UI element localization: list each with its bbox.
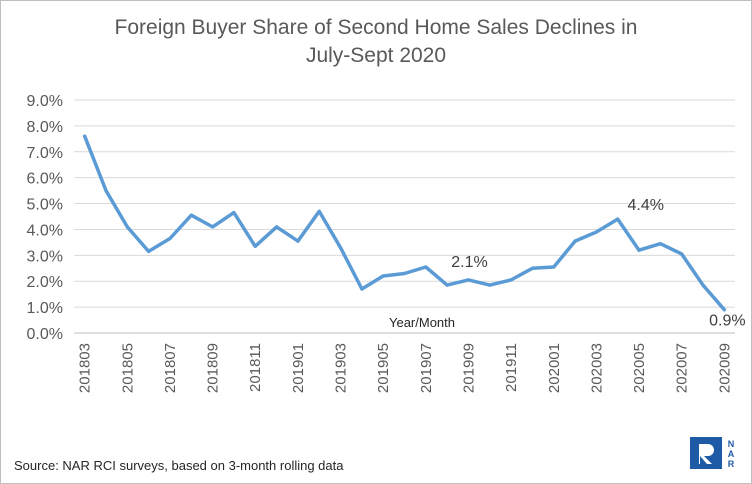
y-tick-label: 4.0% (27, 222, 63, 239)
x-tick-label: 201805 (119, 343, 136, 393)
data-point (680, 252, 684, 256)
data-point (637, 248, 641, 252)
data-label: 0.9% (709, 313, 745, 330)
chart-title-line-1: Foreign Buyer Share of Second Home Sales… (114, 16, 638, 39)
data-point (445, 283, 449, 287)
data-point (253, 244, 257, 248)
x-tick-label: 202007 (674, 343, 691, 393)
y-tick-label: 1.0% (27, 300, 63, 317)
x-tick-label: 202001 (546, 343, 563, 393)
data-point (722, 308, 726, 312)
x-tick-label: 201901 (290, 343, 307, 393)
svg-text:R: R (728, 459, 735, 469)
data-point (424, 265, 428, 269)
data-point (274, 225, 279, 229)
data-point (104, 189, 108, 193)
data-point (594, 230, 599, 234)
data-point (210, 225, 215, 229)
nar-logo: N A R (690, 437, 735, 469)
x-tick-label: 201807 (162, 343, 179, 393)
data-label: 4.4% (627, 197, 663, 214)
data-annotations: 2.1% 4.4% 0.9% (451, 197, 745, 330)
data-point (509, 278, 513, 282)
data-point (317, 209, 321, 213)
data-point (83, 134, 87, 138)
data-point (296, 239, 300, 243)
chart-title-line-2: July-Sept 2020 (305, 44, 447, 67)
data-point (658, 242, 662, 246)
data-point (701, 283, 705, 287)
data-point (466, 278, 471, 282)
data-point (381, 274, 385, 278)
x-tick-label: 201905 (375, 343, 392, 393)
x-tick-label: 201803 (77, 343, 94, 393)
x-tick-label: 201809 (205, 343, 222, 393)
x-tick-label: 201811 (247, 343, 264, 392)
x-axis-tick-labels: 201803 201805 201807 201809 201811 201901 2019… (77, 343, 734, 393)
y-tick-label: 0.0% (27, 326, 63, 343)
series-foreign-buyer-share (82, 134, 727, 312)
data-point (232, 211, 236, 215)
data-point (552, 265, 556, 269)
y-axis-tick-labels: 0.0% 1.0% 2.0% 3.0% 4.0% 5.0% 6.0% 7.0% 8.0% 9.0% (27, 93, 63, 343)
y-tick-label: 5.0% (27, 197, 63, 214)
data-point (189, 213, 193, 217)
data-point (168, 236, 172, 241)
y-tick-label: 9.0% (27, 93, 63, 110)
data-point (360, 287, 364, 291)
data-point (573, 239, 577, 243)
data-point (402, 271, 407, 276)
data-point (530, 266, 535, 270)
x-tick-label: 202005 (631, 343, 648, 393)
chart-title: Foreign Buyer Share of Second Home Sales… (0, 14, 752, 70)
data-point (125, 225, 129, 229)
svg-text:N: N (728, 439, 735, 449)
x-tick-label: 201907 (418, 343, 435, 393)
x-axis-label: Year/Month (389, 315, 455, 330)
y-tick-label: 8.0% (27, 119, 63, 136)
data-point (338, 245, 343, 250)
y-tick-label: 7.0% (27, 145, 63, 162)
x-tick-label: 202003 (588, 343, 605, 393)
data-point (147, 249, 151, 254)
series-line (82, 134, 727, 312)
source-note: Source: NAR RCI surveys, based on 3-mont… (14, 458, 344, 473)
data-point (616, 217, 620, 221)
y-tick-label: 3.0% (27, 248, 63, 265)
x-tick-label: 201911 (503, 343, 520, 392)
x-tick-label: 202009 (716, 343, 733, 393)
data-point (488, 283, 492, 287)
gridlines (74, 99, 735, 334)
data-label: 2.1% (451, 254, 487, 271)
svg-text:A: A (728, 449, 735, 459)
x-tick-label: 201909 (460, 343, 477, 393)
y-tick-label: 6.0% (27, 171, 63, 188)
x-tick-label: 201903 (333, 343, 350, 393)
y-tick-label: 2.0% (27, 274, 63, 291)
